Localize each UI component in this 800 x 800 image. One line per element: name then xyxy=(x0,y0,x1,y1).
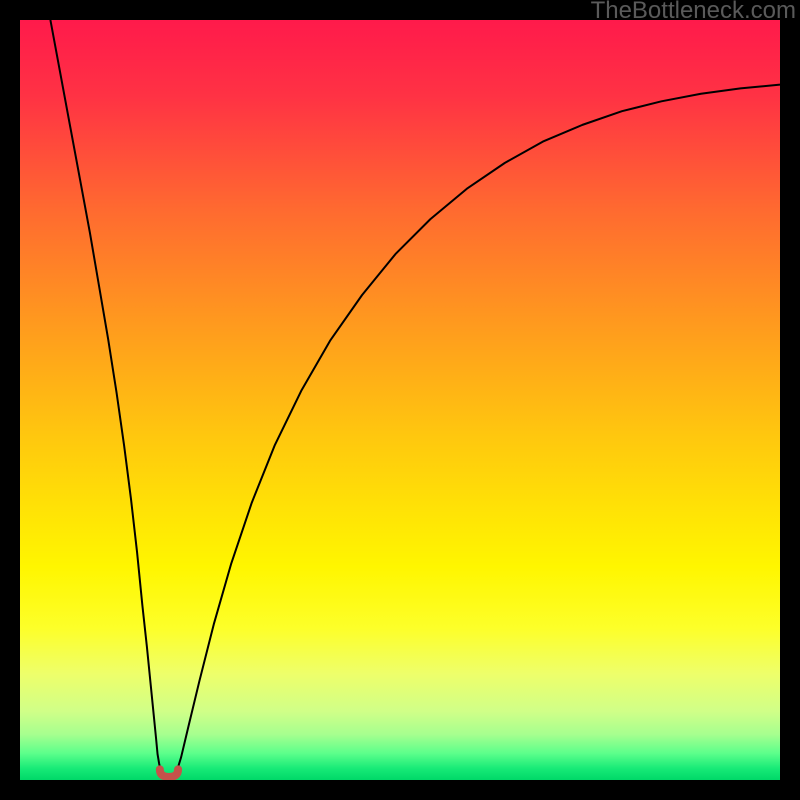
plot-area xyxy=(20,20,780,780)
bottleneck-chart: TheBottleneck.com xyxy=(0,0,800,800)
watermark-text: TheBottleneck.com xyxy=(591,0,796,24)
chart-svg: TheBottleneck.com xyxy=(0,0,800,800)
